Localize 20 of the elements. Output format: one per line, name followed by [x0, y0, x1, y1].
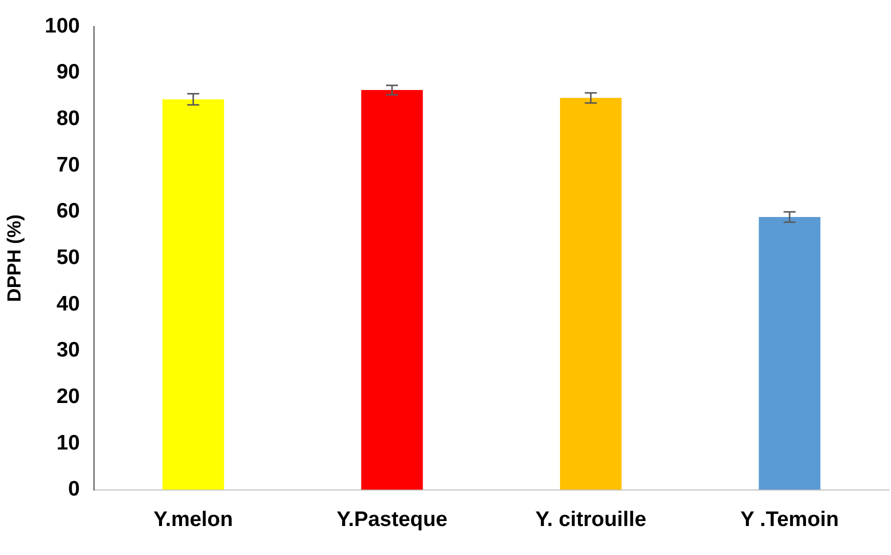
y-tick-label: 90 [56, 60, 80, 84]
y-tick-label: 30 [56, 338, 80, 362]
y-tick-label: 0 [68, 478, 80, 501]
x-tick-label: Y. citrouille [535, 508, 646, 532]
y-tick-label: 50 [56, 246, 80, 269]
bar [162, 99, 224, 490]
bar [758, 216, 820, 490]
y-tick-label: 20 [56, 384, 80, 408]
x-tick-label: Y .Temoin [740, 508, 839, 532]
y-tick-label: 10 [56, 431, 80, 454]
bar [361, 90, 423, 490]
x-tick-label: Y.Pasteque [336, 508, 448, 532]
y-axis-title: DPPH (%) [4, 214, 26, 302]
y-tick-label: 80 [56, 107, 80, 130]
y-tick-label: 100 [44, 14, 80, 38]
bar [560, 98, 622, 490]
y-tick-label: 40 [56, 292, 80, 316]
y-tick-label: 60 [56, 200, 80, 223]
x-tick-label: Y.melon [154, 508, 233, 532]
y-tick-label: 70 [56, 153, 80, 176]
